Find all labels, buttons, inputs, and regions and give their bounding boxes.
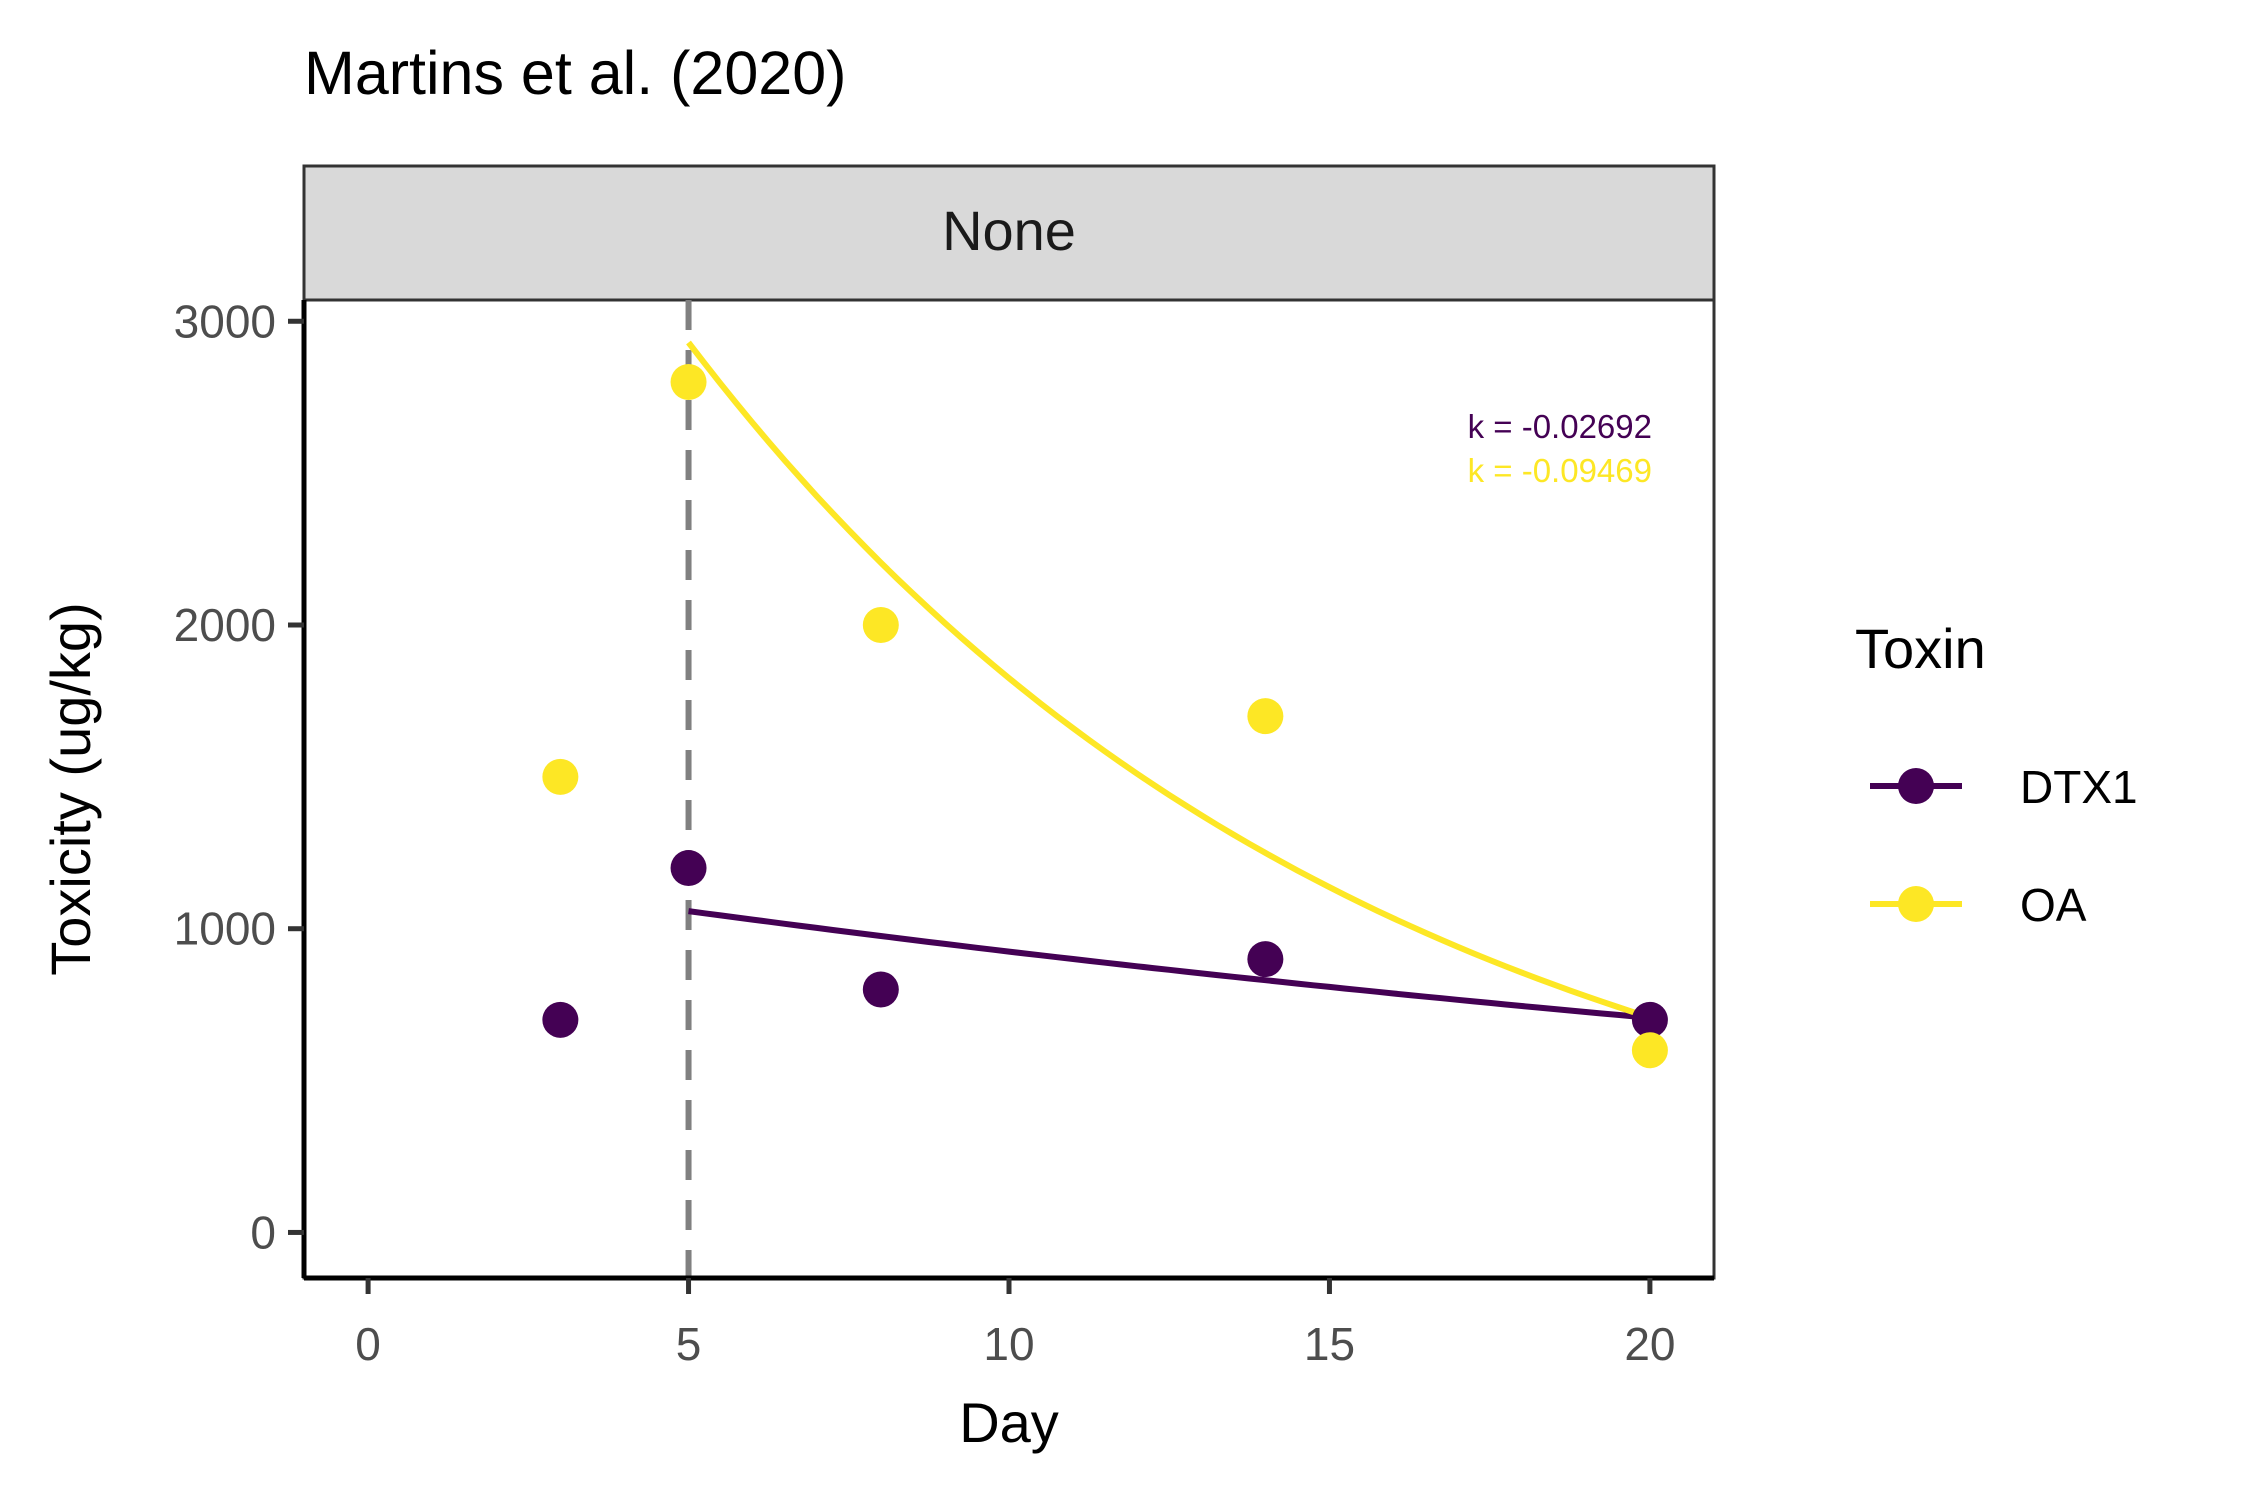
chart-title: Martins et al. (2020) bbox=[304, 39, 846, 107]
data-point-oa bbox=[542, 758, 579, 795]
y-axis-ticks: 0 1000 2000 3000 bbox=[174, 295, 304, 1258]
fit-line-dtx1 bbox=[688, 908, 1651, 1021]
x-tick-label: 5 bbox=[676, 1318, 702, 1370]
fit-line-layer bbox=[686, 340, 1651, 1021]
legend-item-oa: OA bbox=[1870, 879, 2087, 931]
point-layer bbox=[542, 364, 1668, 1069]
y-tick-label: 1000 bbox=[174, 903, 276, 955]
x-tick-label: 20 bbox=[1624, 1318, 1675, 1370]
facet-strip bbox=[302, 164, 1716, 302]
y-tick-label: 3000 bbox=[174, 295, 276, 347]
data-point-oa bbox=[1631, 1032, 1668, 1069]
legend-label-oa: OA bbox=[2020, 879, 2087, 931]
data-point-oa bbox=[670, 364, 707, 401]
x-tick-label: 0 bbox=[355, 1318, 381, 1370]
facet-strip-label: None bbox=[942, 199, 1076, 262]
y-axis-title: Toxicity (ug/kg) bbox=[39, 602, 102, 975]
data-point-oa bbox=[862, 606, 899, 643]
x-axis-ticks: 0 5 10 15 20 bbox=[355, 1278, 1675, 1370]
x-tick-label: 15 bbox=[1304, 1318, 1355, 1370]
fit-line-oa bbox=[686, 340, 1651, 1021]
legend-item-dtx1: DTX1 bbox=[1870, 761, 2138, 813]
x-axis-title: Day bbox=[959, 1391, 1059, 1454]
data-point-dtx1 bbox=[542, 1001, 579, 1038]
legend-title: Toxin bbox=[1855, 617, 1986, 680]
x-tick-label: 10 bbox=[983, 1318, 1034, 1370]
legend-key-point bbox=[1898, 886, 1934, 922]
data-point-dtx1 bbox=[1247, 941, 1284, 978]
data-point-dtx1 bbox=[1631, 1001, 1668, 1038]
plot-panel bbox=[302, 298, 1716, 1280]
y-tick-label: 0 bbox=[250, 1206, 276, 1258]
data-point-dtx1 bbox=[670, 849, 707, 886]
data-point-oa bbox=[1247, 698, 1284, 735]
annotation-oa: k = -0.09469 bbox=[1468, 452, 1652, 489]
annotation-dtx1: k = -0.02692 bbox=[1468, 408, 1652, 445]
legend-key-point bbox=[1898, 768, 1934, 804]
legend-label-dtx1: DTX1 bbox=[2020, 761, 2138, 813]
y-tick-label: 2000 bbox=[174, 599, 276, 651]
data-point-dtx1 bbox=[862, 971, 899, 1008]
legend: Toxin DTX1 OA bbox=[1855, 617, 2138, 931]
decay-rate-annotations: k = -0.02692 k = -0.09469 bbox=[1468, 408, 1652, 489]
